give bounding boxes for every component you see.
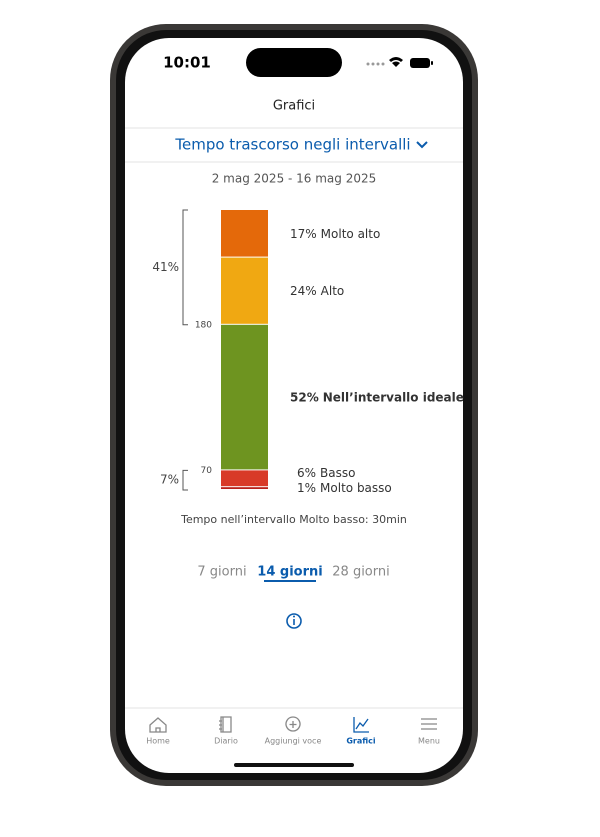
nav-label[interactable]: Diario [214,737,238,746]
nav-icon[interactable] [421,718,437,730]
segment-label: 6% Basso [297,466,355,480]
range-selector[interactable]: Tempo trascorso negli intervalli [174,136,428,154]
clock: 10:01 [163,54,211,72]
dynamic-island [246,48,342,77]
segment-label: 17% Molto alto [290,226,380,240]
threshold-label: 70 [201,466,213,476]
tab[interactable]: 28 giorni [332,565,389,580]
nav-icon[interactable] [149,717,167,733]
screen [125,38,463,773]
nav-label[interactable]: Menu [418,737,440,746]
bar-segment [221,487,268,489]
info-button[interactable] [286,613,302,629]
bottom-nav: Home Diario Aggiungi voce Grafici Menu [146,716,440,746]
status-icons [366,57,433,68]
chevron[interactable] [416,141,428,149]
segment-percent: 52% [290,390,319,404]
bar-segment [221,324,268,470]
group-label: 7% [160,473,179,487]
bar-segment [221,470,268,487]
selector-label[interactable]: Tempo trascorso negli intervalli [174,136,410,154]
tab[interactable]: 14 giorni [257,565,322,580]
nav-label[interactable]: Home [146,737,170,746]
home-indicator [234,763,354,767]
segment-label: 1% Molto basso [297,481,392,495]
group-label: 41% [152,260,179,274]
segment-name: Alto [321,284,345,298]
bar-segment [221,257,268,324]
bar-segment [221,210,268,257]
date-range: 2 mag 2025 - 16 mag 2025 [212,172,377,186]
segment-name: Basso [320,466,355,480]
segment-label: 52% Nell’intervallo ideale [290,390,464,404]
segment-percent: 6% [297,466,316,480]
nav-icon[interactable] [285,716,301,732]
group-bracket [182,469,188,491]
note: Tempo nell’intervallo Molto basso: 30min [180,513,407,526]
segment-name: Molto basso [320,481,392,495]
tabs: 7 giorni 14 giorni 28 giorni [197,565,390,582]
segment-percent: 24% [290,284,317,298]
segment-name: Nell’intervallo ideale [323,390,464,404]
nav-label[interactable]: Grafici [346,737,376,746]
segment-label: 24% Alto [290,284,344,298]
chart: 17% Molto alto 24% Alto 52% Nell’intervallo i… [152,209,464,495]
segment-percent: 17% [290,226,317,240]
group-bracket [182,209,188,326]
threshold-label: 180 [195,320,212,330]
nav-icon[interactable] [353,717,369,733]
segment-percent: 1% [297,481,316,495]
header-title: Grafici [273,99,315,114]
nav-icon[interactable] [219,716,232,733]
nav-label[interactable]: Aggiungi voce [265,737,322,746]
segment-name: Molto alto [321,226,381,240]
tab[interactable]: 7 giorni [197,565,246,580]
